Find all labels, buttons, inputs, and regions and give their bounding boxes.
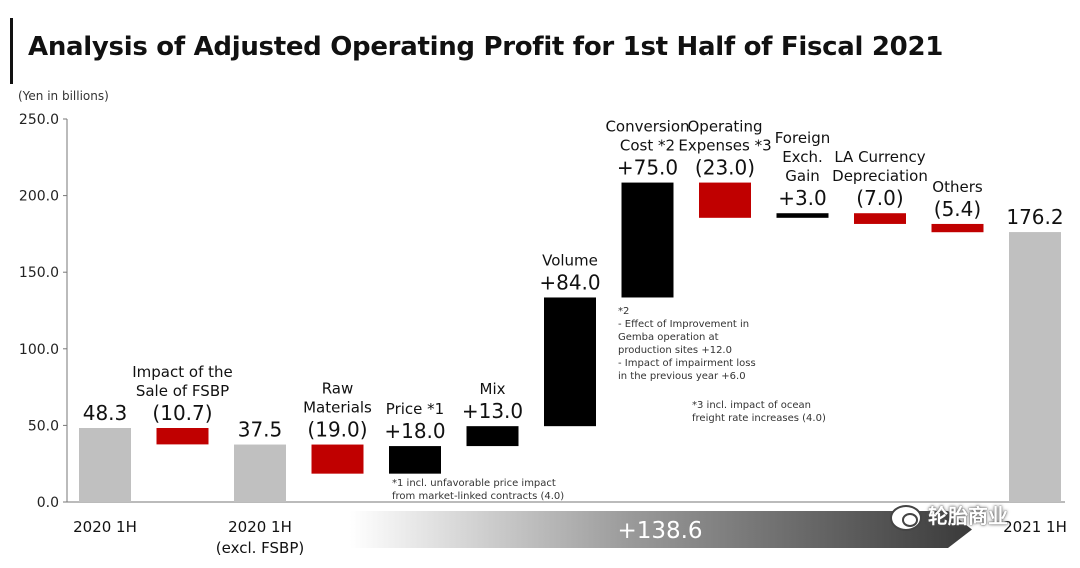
bar-value-label: 37.5 xyxy=(238,418,283,442)
footnote-3: *3 incl. impact of ocean xyxy=(692,400,811,411)
bar-value-label: (7.0) xyxy=(856,186,903,210)
bar-category-label: Mix xyxy=(480,380,506,398)
bar-category-label: Operating xyxy=(688,118,763,136)
waterfall-bar-11 xyxy=(854,213,906,224)
summary-arrow-label: +138.6 xyxy=(617,518,702,544)
page-title: Analysis of Adjusted Operating Profit fo… xyxy=(28,32,944,62)
unit-label: (Yen in billions) xyxy=(18,89,109,103)
bar-category-label: Conversion xyxy=(605,118,689,136)
bar-value-label: (19.0) xyxy=(307,418,367,442)
footnote-2: *2 xyxy=(618,306,629,317)
waterfall-bar-3 xyxy=(234,444,286,502)
waterfall-bar-12 xyxy=(931,223,984,233)
bar-category-label: Sale of FSBP xyxy=(136,382,229,400)
waterfall-bar-6 xyxy=(466,426,519,447)
bar-value-label: +13.0 xyxy=(462,399,523,423)
bar-value-label: (5.4) xyxy=(934,197,981,221)
bar-value-label: (10.7) xyxy=(152,401,212,425)
footnote-2: - Effect of Improvement in xyxy=(618,319,749,330)
y-tick-label: 0.0 xyxy=(37,495,59,511)
waterfall-bar-7 xyxy=(544,297,596,427)
summary-arrow xyxy=(350,511,972,548)
footnote-2: production sites +12.0 xyxy=(618,345,732,356)
bar-category-label: Materials xyxy=(303,399,372,417)
bar-category-label: Impact of the xyxy=(132,363,233,381)
bar-category-label: Cost *2 xyxy=(620,137,675,155)
waterfall-bar-9 xyxy=(699,182,751,218)
x-axis-label: 2020 1H xyxy=(228,518,292,536)
bar-category-label: Gain xyxy=(785,167,820,185)
bar-value-label: 176.2 xyxy=(1006,205,1063,229)
waterfall-bar-5 xyxy=(389,446,441,474)
footnote-2: Gemba operation at xyxy=(618,332,719,343)
waterfall-bar-10 xyxy=(776,213,829,218)
waterfall-bar-4 xyxy=(311,444,364,474)
waterfall-bar-13 xyxy=(1009,232,1061,503)
y-tick-label: 150.0 xyxy=(19,265,59,281)
footnote-2: in the previous year +6.0 xyxy=(618,371,746,382)
bar-value-label: +84.0 xyxy=(539,270,600,294)
x-axis-label: 2021 1H xyxy=(1003,518,1067,536)
bar-category-label: Volume xyxy=(542,251,598,269)
bar-category-label: LA Currency xyxy=(834,148,925,166)
bar-value-label: +3.0 xyxy=(778,186,827,210)
footnote-3: freight rate increases (4.0) xyxy=(692,413,826,424)
footnote-1: from market-linked contracts (4.0) xyxy=(392,491,564,502)
bar-category-label: Depreciation xyxy=(832,167,928,185)
title-accent-bar xyxy=(10,18,13,84)
watermark: 轮胎商业 xyxy=(890,500,1008,531)
x-axis-label: (excl. FSBP) xyxy=(216,539,304,557)
waterfall-bar-1 xyxy=(79,428,131,502)
y-tick-label: 250.0 xyxy=(19,112,59,128)
bar-category-label: Raw xyxy=(322,380,354,398)
waterfall-bar-2 xyxy=(156,428,209,445)
bar-category-label: Foreign xyxy=(775,129,831,147)
bar-value-label: (23.0) xyxy=(695,156,755,180)
footnote-2: - Impact of impairment loss xyxy=(618,358,756,369)
y-tick-label: 50.0 xyxy=(28,418,59,434)
waterfall-bar-8 xyxy=(621,182,674,298)
footnote-1: *1 incl. unfavorable price impact xyxy=(392,478,556,489)
y-tick-label: 100.0 xyxy=(19,342,59,358)
bar-category-label: Exch. xyxy=(782,148,823,166)
x-axis-label: 2020 1H xyxy=(73,518,137,536)
wechat-icon xyxy=(890,504,922,531)
y-tick-label: 200.0 xyxy=(19,189,59,205)
bar-value-label: +18.0 xyxy=(384,419,445,443)
bar-category-label: Price *1 xyxy=(386,400,444,418)
bar-category-label: Others xyxy=(932,178,983,196)
bar-value-label: +75.0 xyxy=(617,156,678,180)
watermark-text: 轮胎商业 xyxy=(928,504,1008,528)
bar-value-label: 48.3 xyxy=(83,401,128,425)
bar-category-label: Expenses *3 xyxy=(678,137,771,155)
